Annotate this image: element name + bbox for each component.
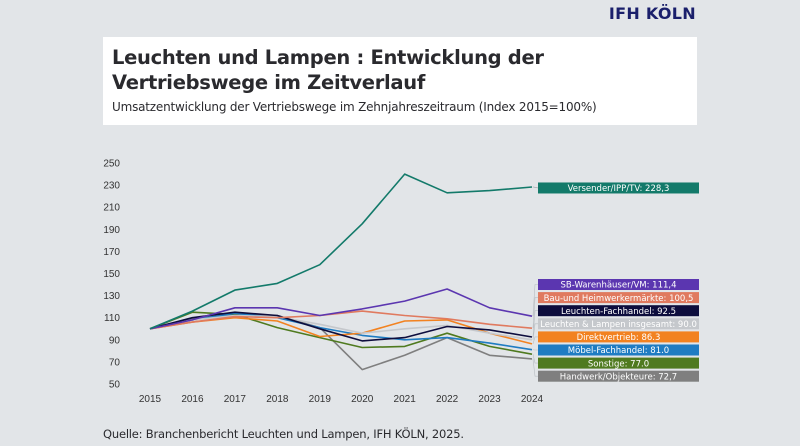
legend-swatch xyxy=(538,318,699,330)
legend-item: Möbel-Fachhandel: 81.0 xyxy=(538,344,699,356)
title-box: Leuchten und Lampen : Entwicklung der Ve… xyxy=(103,37,697,125)
y-axis: 50 70 90 110 130 150 170 190 210 230 250 xyxy=(103,159,120,391)
series-line-leuchten-lampen-insgesamt xyxy=(149,314,533,341)
legend-item: Bau-und Heimwerkermärkte: 100,5 xyxy=(538,292,699,304)
legend-item: Versender/IPP/TV: 228,3 xyxy=(538,182,699,194)
legend-label: Handwerk/Objekteure: 72,7 xyxy=(560,372,677,382)
legend-item: Leuchten & Lampen insgesamt: 90.0 xyxy=(538,318,699,330)
legend-label: Sonstige: 77.0 xyxy=(588,359,649,369)
y-tick-label: 210 xyxy=(103,203,120,214)
x-tick-label: 2022 xyxy=(436,394,459,405)
chart-title-line1: Leuchten und Lampen : Entwicklung der xyxy=(112,46,544,69)
y-tick-label: 230 xyxy=(103,181,120,192)
series-line-sb-warenh-user-vm xyxy=(149,288,533,330)
legend-label: Leuchten & Lampen insgesamt: 90.0 xyxy=(540,320,697,330)
x-tick-label: 2017 xyxy=(224,394,247,405)
legend-swatch xyxy=(538,305,699,317)
legend-item: Direktvertrieb: 86.3 xyxy=(538,331,699,343)
y-tick-label: 90 xyxy=(109,335,121,346)
y-tick-label: 130 xyxy=(103,291,120,302)
legend-connector xyxy=(532,354,538,364)
legend-connector xyxy=(532,310,538,338)
chart-subtitle: Umsatzentwicklung der Vertriebswege im Z… xyxy=(112,100,597,114)
x-tick-label: 2020 xyxy=(351,394,374,405)
x-tick-label: 2024 xyxy=(521,394,544,405)
legend-item: Sonstige: 77.0 xyxy=(538,357,699,369)
series-line-versender-ipp-tv xyxy=(149,173,533,330)
legend-connectors xyxy=(532,186,539,377)
legend-swatch xyxy=(538,182,699,194)
y-tick-label: 150 xyxy=(103,269,120,280)
legend-item: Handwerk/Objekteure: 72,7 xyxy=(538,370,699,382)
legend-swatch xyxy=(538,357,699,369)
legend-swatch xyxy=(538,370,699,382)
legend-connector xyxy=(532,284,538,317)
legend-connector xyxy=(532,186,539,189)
y-tick-label: 70 xyxy=(109,357,121,368)
y-tick-label: 170 xyxy=(103,247,120,258)
legend-connector xyxy=(532,358,538,377)
y-tick-label: 190 xyxy=(103,225,120,236)
legend-swatch xyxy=(538,331,699,343)
legend-swatch xyxy=(538,279,699,290)
x-axis: 2015 2016 2017 2018 2019 2020 2021 2022 2023 2024 xyxy=(139,394,544,405)
y-tick-label: 50 xyxy=(109,380,121,391)
x-tick-label: 2018 xyxy=(266,394,289,405)
legend-connector xyxy=(532,336,538,344)
legend-swatch xyxy=(538,292,699,304)
legend-label: SB-Warenhäuser/VM: 111,4 xyxy=(561,281,677,291)
x-tick-label: 2023 xyxy=(478,394,501,405)
legend-item: SB-Warenhäuser/VM: 111,4 xyxy=(538,279,699,291)
x-tick-label: 2016 xyxy=(181,394,204,405)
chart-title: Leuchten und Lampen : Entwicklung der Ve… xyxy=(112,45,544,95)
legend-item: Leuchten-Fachhandel: 92.5 xyxy=(538,305,699,317)
series-line-m-bel-fachhandel xyxy=(149,312,533,351)
x-tick-label: 2019 xyxy=(309,394,332,405)
x-tick-label: 2021 xyxy=(394,394,417,405)
legend-label: Bau-und Heimwerkermärkte: 100,5 xyxy=(544,294,694,304)
chart-title-line2: Vertriebswege im Zeitverlauf xyxy=(112,71,426,94)
y-tick-label: 250 xyxy=(103,159,120,170)
series-line-bau-und-heimwerkerm-rkte xyxy=(149,310,533,330)
ifh-koeln-logo: IFH KÖLN xyxy=(608,4,696,23)
legend-label: Direktvertrieb: 86.3 xyxy=(577,333,661,343)
series-line-leuchten-fachhandel xyxy=(149,311,533,342)
source-note: Quelle: Branchenbericht Leuchten und Lam… xyxy=(103,427,464,441)
legend-label: Leuchten-Fachhandel: 92.5 xyxy=(561,307,676,317)
y-tick-label: 110 xyxy=(104,313,120,324)
legend: Versender/IPP/TV: 228,3 SB-Warenhäuser/VM… xyxy=(538,182,699,382)
legend-connector xyxy=(532,297,538,329)
legend-connector xyxy=(532,323,538,340)
legend-label: Möbel-Fachhandel: 81.0 xyxy=(568,346,669,356)
x-tick-label: 2015 xyxy=(139,394,162,405)
legend-label: Versender/IPP/TV: 228,3 xyxy=(568,184,670,194)
series-lines xyxy=(149,173,533,371)
legend-swatch xyxy=(538,344,699,356)
